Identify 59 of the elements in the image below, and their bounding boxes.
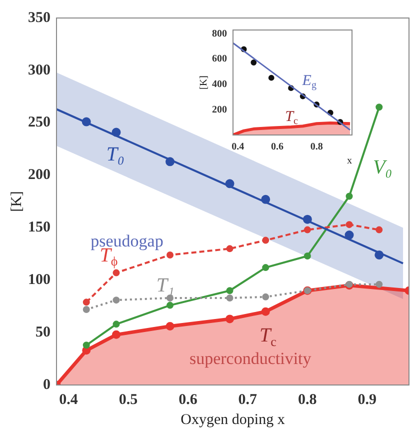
series-label: T₁ — [156, 274, 174, 296]
x-tick-label: 0.6 — [271, 142, 284, 153]
point — [112, 269, 120, 276]
x-axis-title: Oxygen doping x — [180, 412, 286, 428]
y-tick-label: 300 — [28, 62, 50, 78]
y-tick-label: 150 — [28, 220, 50, 236]
point — [166, 322, 174, 331]
point — [376, 280, 383, 288]
annotation: pseudogap — [90, 231, 164, 250]
point — [112, 330, 120, 339]
y-axis-title: [K] — [8, 191, 25, 212]
point — [82, 346, 91, 355]
point — [304, 252, 311, 260]
y-tick-label: 0 — [43, 376, 50, 393]
point — [262, 264, 270, 272]
x-tick-label: 0.5 — [118, 392, 138, 408]
x-tick-label: 0.8 — [310, 142, 323, 153]
y-tick-label: 400 — [212, 78, 227, 90]
point — [226, 294, 234, 302]
y-tick-label: 200 — [28, 167, 50, 184]
point — [82, 342, 90, 349]
x-tick-label: 0.8 — [298, 392, 317, 408]
point — [112, 320, 120, 328]
y-tick-label: 200 — [212, 104, 227, 116]
point — [226, 287, 234, 294]
x-tick-label: 0.7 — [238, 392, 258, 408]
series-label: V₀ — [373, 156, 392, 179]
point — [226, 314, 234, 324]
series-label: T₀ — [106, 144, 124, 166]
point — [304, 226, 311, 234]
point — [166, 302, 174, 309]
y-axis-title: [K] — [198, 76, 210, 90]
y-tick-label: 800 — [212, 28, 227, 40]
x-tick-label: 0.4 — [59, 392, 78, 408]
x-tick-label: 0.9 — [358, 392, 377, 408]
point — [376, 226, 383, 234]
point — [268, 74, 274, 81]
point — [166, 251, 174, 258]
y-tick-label: 600 — [212, 54, 227, 65]
y-tick-label: 250 — [28, 114, 50, 131]
point — [376, 104, 383, 111]
point — [112, 296, 120, 304]
x-axis-title: x — [347, 156, 352, 167]
point — [346, 192, 353, 200]
point — [82, 298, 90, 306]
y-tick-label: 50 — [36, 324, 50, 340]
annotation: superconductivity — [189, 348, 312, 368]
y-tick-label: 100 — [28, 272, 50, 288]
point — [261, 307, 270, 316]
x-tick-label: 0.6 — [178, 392, 198, 408]
x-tick-label: 0.4 — [232, 142, 244, 153]
point — [262, 293, 270, 300]
point — [346, 221, 353, 228]
point — [226, 245, 234, 252]
point — [82, 306, 90, 314]
y-tick-label: 350 — [28, 10, 50, 26]
point — [262, 236, 270, 244]
point — [250, 60, 257, 66]
point — [344, 230, 354, 240]
